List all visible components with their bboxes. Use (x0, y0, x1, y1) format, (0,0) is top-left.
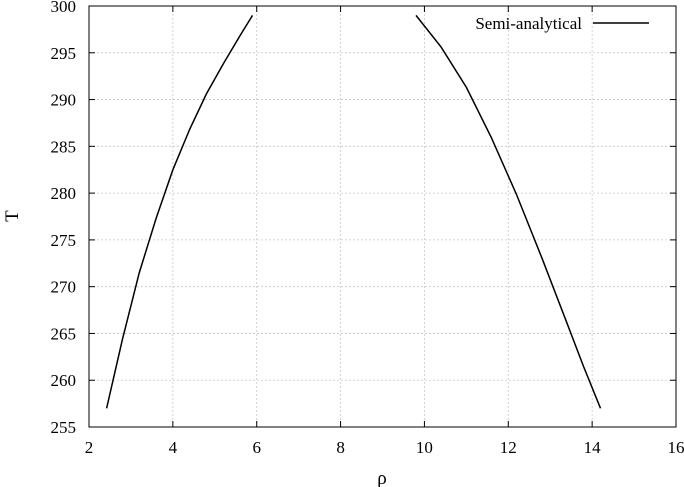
x-tick-labels: 2 4 6 8 10 12 14 16 (85, 438, 684, 457)
y-tick-label: 275 (51, 231, 77, 250)
x-tick-label: 4 (169, 438, 178, 457)
legend-label: Semi-analytical (475, 14, 582, 33)
x-tick-label: 12 (500, 438, 517, 457)
y-tick-label: 285 (51, 137, 77, 156)
plot-frame (88, 5, 677, 428)
x-tick-label: 6 (252, 438, 261, 457)
series-line-segment (415, 14, 602, 409)
y-tick-label: 255 (51, 418, 77, 437)
y-tick-label: 270 (51, 278, 77, 297)
y-tick-label: 260 (51, 371, 77, 390)
legend: Semi-analytical (475, 14, 649, 33)
series-line-segment (105, 15, 254, 409)
x-tick-label: 10 (416, 438, 433, 457)
x-tick-label: 8 (336, 438, 345, 457)
y-tick-label: 265 (51, 324, 77, 343)
y-tick-label: 290 (51, 91, 77, 110)
x-tick-label: 16 (668, 438, 684, 457)
y-tick-label: 300 (51, 0, 77, 16)
grid (89, 6, 676, 427)
y-tick-label: 295 (51, 44, 77, 63)
axis-ticks (88, 5, 677, 428)
y-tick-label: 280 (51, 184, 77, 203)
series-lines (105, 14, 602, 409)
y-tick-labels: 255 260 265 270 275 280 285 290 295 300 (51, 0, 77, 437)
x-axis-label: ρ (377, 468, 386, 487)
x-tick-label: 14 (584, 438, 602, 457)
x-tick-label: 2 (85, 438, 94, 457)
y-axis-label: T (2, 210, 23, 222)
